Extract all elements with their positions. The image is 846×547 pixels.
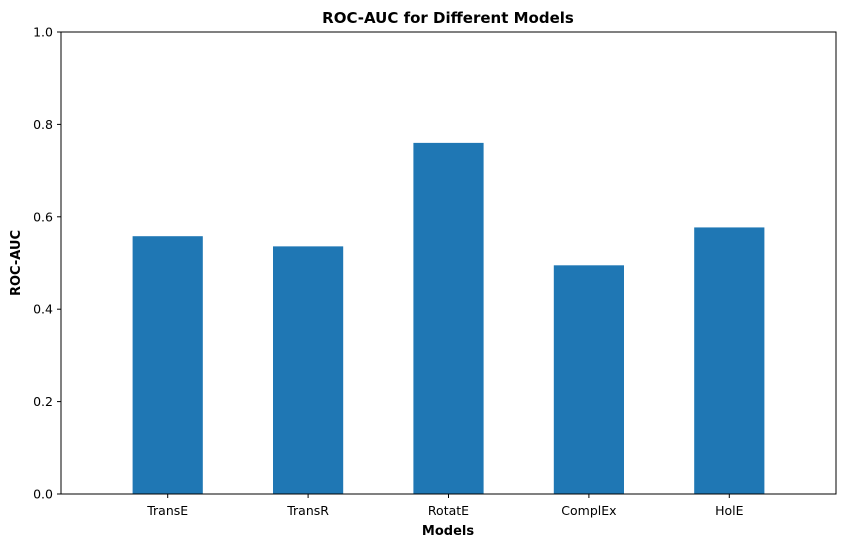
x-tick-label-complex: ComplEx (561, 503, 616, 518)
x-tick-label-rotate: RotatE (428, 503, 469, 518)
y-axis-ticks: 0.0 0.2 0.4 0.6 0.8 1.0 (33, 25, 61, 502)
y-tick-label: 0.4 (33, 302, 53, 317)
y-tick-label: 0.8 (33, 117, 53, 132)
y-tick-label: 0.0 (33, 487, 53, 502)
y-tick-label: 0.6 (33, 209, 53, 224)
x-axis-ticks: TransE TransR RotatE ComplEx HolE (146, 494, 744, 518)
y-tick-label: 1.0 (33, 25, 53, 40)
x-tick-label-hole: HolE (715, 503, 744, 518)
x-tick-label-transr: TransR (286, 503, 329, 518)
bar-complex (553, 265, 624, 494)
bar-hole (694, 227, 765, 494)
y-tick-label: 0.2 (33, 394, 53, 409)
x-tick-label-transe: TransE (146, 503, 188, 518)
y-axis-label: ROC-AUC (9, 230, 24, 296)
chart-title: ROC-AUC for Different Models (322, 9, 574, 27)
plot-frame (60, 31, 837, 495)
bar-transe (132, 236, 203, 495)
x-axis-label: Models (422, 524, 474, 539)
bars-group (132, 142, 765, 495)
bar-rotate (413, 142, 484, 494)
bar-transr (273, 246, 344, 494)
